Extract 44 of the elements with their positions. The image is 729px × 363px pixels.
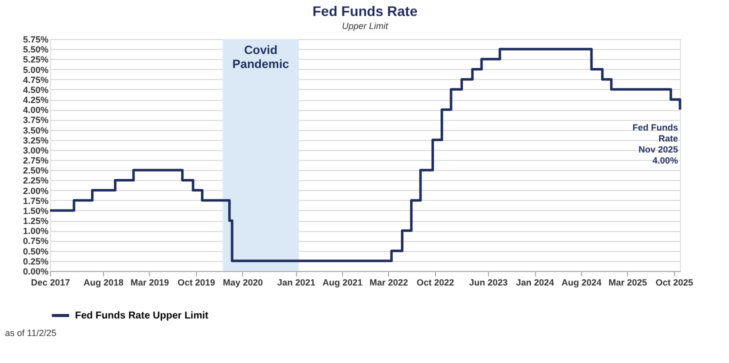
- y-tick-label: 0.00%: [22, 266, 48, 276]
- chart-subtitle: Upper Limit: [342, 21, 389, 31]
- chart-title: Fed Funds Rate: [312, 3, 418, 19]
- y-tick-label: 4.00%: [22, 105, 48, 116]
- y-tick-label: 3.25%: [22, 135, 48, 146]
- x-tick-label: Jun 2023: [469, 278, 508, 288]
- y-tick-label: 5.25%: [22, 54, 48, 65]
- text: as of 11/2/25: [5, 328, 56, 338]
- y-tick-label: 1.25%: [22, 216, 48, 226]
- x-tick-label: Jan 2021: [277, 278, 316, 288]
- y-tick-label: 2.50%: [22, 166, 48, 176]
- x-tick-label: May 2020: [222, 278, 263, 288]
- y-tick-label: 2.25%: [22, 176, 48, 186]
- x-tick-label: Dec 2017: [30, 278, 70, 288]
- x-tick-label: Mar 2022: [369, 278, 408, 288]
- y-tick-label: 0.50%: [22, 246, 48, 256]
- y-tick-label: 3.75%: [22, 115, 48, 126]
- x-tick-label: Oct 2022: [416, 278, 454, 288]
- x-tick-label: Mar 2019: [130, 278, 169, 288]
- y-tick-label: 2.00%: [22, 186, 48, 196]
- x-tick-label: Mar 2025: [608, 278, 647, 288]
- y-tick-label: 4.50%: [22, 84, 48, 95]
- y-tick-label: 1.75%: [22, 196, 48, 206]
- annotation: Fed Funds Rate Nov 2025 4.00%: [632, 122, 678, 166]
- legend-label: Fed Funds Rate Upper Limit: [75, 310, 210, 322]
- y-tick-label: 1.00%: [22, 226, 48, 236]
- x-tick-label: Aug 2021: [322, 278, 363, 288]
- y-tick-label: 3.50%: [22, 125, 48, 136]
- x-tick-label: Aug 2018: [83, 278, 124, 288]
- y-tick-label: 0.25%: [22, 256, 48, 266]
- x-tick-label: Aug 2024: [561, 278, 602, 288]
- y-tick-label: 4.25%: [22, 95, 48, 106]
- y-tick-label: 0.75%: [22, 236, 48, 246]
- y-tick-label: 3.00%: [22, 145, 48, 156]
- x-tick-label: Oct 2025: [656, 278, 694, 288]
- x-tick-label: Oct 2019: [178, 278, 216, 288]
- y-tick-label: 4.75%: [22, 74, 48, 85]
- y-tick-label: 5.75%: [22, 34, 48, 44]
- y-tick-label: 2.75%: [22, 156, 48, 166]
- band-label: Covid Pandemic: [232, 43, 290, 71]
- x-tick-label: Jan 2024: [516, 278, 554, 288]
- y-tick-label: 1.50%: [22, 206, 48, 216]
- y-tick-label: 5.00%: [22, 64, 48, 75]
- y-tick-label: 5.50%: [22, 44, 48, 55]
